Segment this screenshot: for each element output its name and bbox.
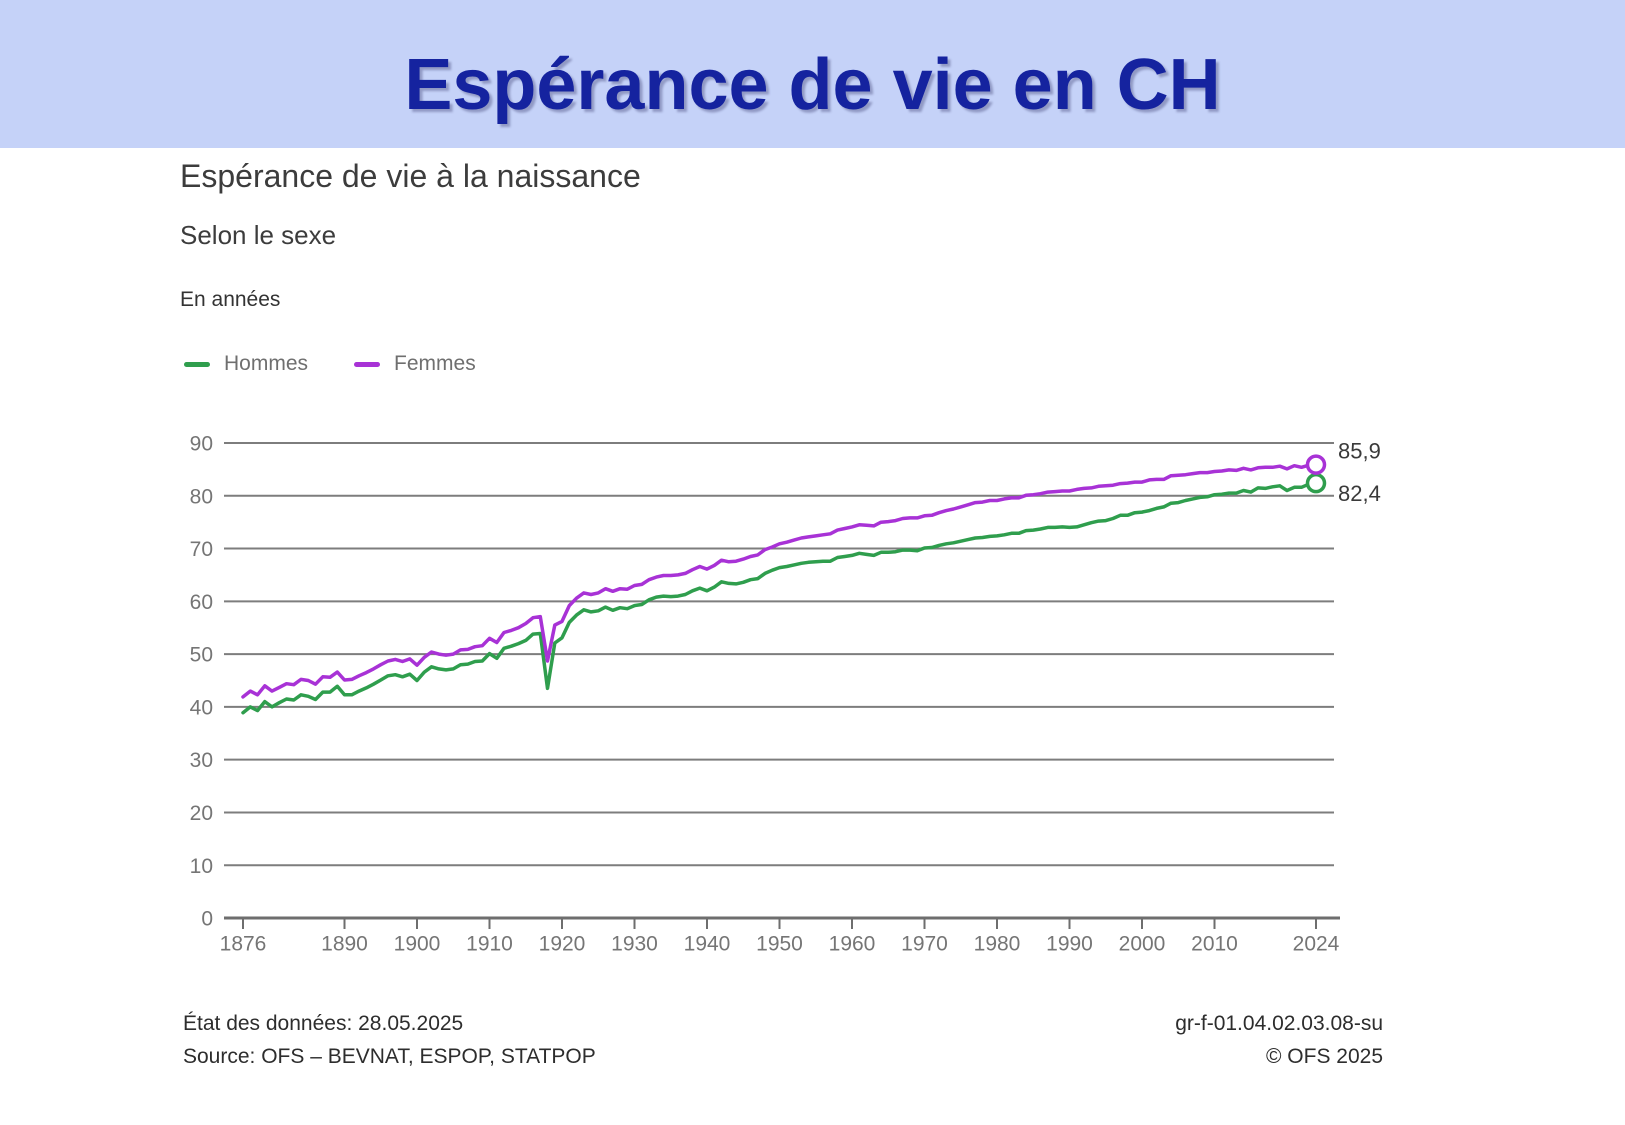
hommes-end-marker xyxy=(1305,472,1327,494)
header-band: Espérance de vie en CH xyxy=(0,0,1625,148)
y-tick-label: 40 xyxy=(190,696,213,719)
x-tick-label: 1940 xyxy=(684,932,731,955)
legend-item-femmes: Femmes xyxy=(354,352,476,376)
y-tick-label: 10 xyxy=(190,855,213,878)
y-tick-label: 20 xyxy=(190,802,213,825)
y-tick-label: 90 xyxy=(190,433,213,456)
femmes-end-label: 85,9 xyxy=(1338,438,1381,463)
x-tick-label: 1960 xyxy=(829,932,876,955)
legend: Hommes Femmes xyxy=(184,352,476,376)
y-tick-label: 70 xyxy=(190,538,213,561)
footer-left: État des données: 28.05.2025 Source: OFS… xyxy=(183,1007,596,1073)
y-tick-label: 80 xyxy=(190,485,213,508)
x-tick-label: 1876 xyxy=(220,932,267,955)
legend-swatch-femmes xyxy=(354,361,381,367)
legend-label: Femmes xyxy=(394,352,476,375)
hommes-end-label: 82,4 xyxy=(1338,481,1381,506)
reference-code: gr-f-01.04.02.03.08-su xyxy=(1175,1012,1383,1035)
y-tick-label: 30 xyxy=(190,749,213,772)
legend-swatch-hommes xyxy=(184,361,210,367)
x-tick-label: 2000 xyxy=(1119,932,1166,955)
y-tick-label: 60 xyxy=(190,591,213,614)
y-tick-label: 50 xyxy=(190,644,213,667)
femmes-end-marker xyxy=(1305,454,1327,475)
data-state-text: État des données: 28.05.2025 xyxy=(183,1012,464,1035)
x-tick-label: 1980 xyxy=(974,932,1021,955)
hommes-line xyxy=(241,481,1318,715)
legend-label: Hommes xyxy=(224,352,309,375)
x-tick-label: 1990 xyxy=(1046,932,1093,955)
footer-right: gr-f-01.04.02.03.08-su © OFS 2025 xyxy=(1175,1007,1383,1073)
legend-item-hommes: Hommes xyxy=(184,352,308,376)
source-text: Source: OFS – BEVNAT, ESPOP, STATPOP xyxy=(183,1045,596,1068)
x-tick-label: 1920 xyxy=(539,932,586,955)
unit-label: En années xyxy=(180,288,281,311)
x-tick-label: 2010 xyxy=(1191,932,1238,955)
femmes-line xyxy=(241,462,1318,699)
x-tick-label: 1970 xyxy=(901,932,948,955)
x-tick-label: 1900 xyxy=(394,932,441,955)
x-tick-label: 1930 xyxy=(611,932,658,955)
copyright-text: © OFS 2025 xyxy=(1265,1045,1383,1068)
x-tick-label: 1910 xyxy=(466,932,513,955)
x-tick-label: 1950 xyxy=(756,932,803,955)
x-tick-label: 2024 xyxy=(1293,932,1340,955)
y-tick-label: 0 xyxy=(201,908,213,931)
chart-subtitle: Selon le sexe xyxy=(180,220,337,250)
x-tick-label: 1890 xyxy=(321,932,368,955)
page-title: Espérance de vie en CH xyxy=(404,45,1221,125)
chart-title: Espérance de vie à la naissance xyxy=(180,158,641,194)
